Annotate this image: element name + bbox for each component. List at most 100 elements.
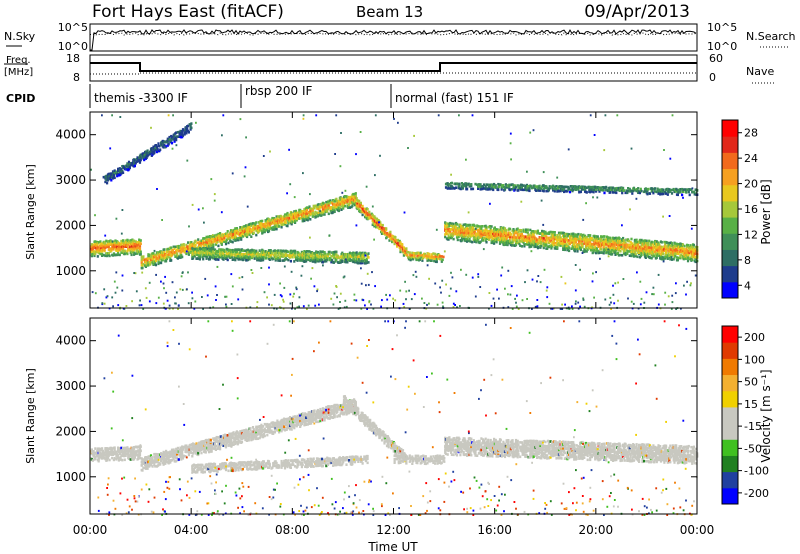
- echo-cell: [357, 206, 360, 210]
- noise-cell: [645, 291, 648, 294]
- noise-cell: [134, 272, 137, 275]
- noise-cell: [582, 297, 585, 300]
- echo-cell: [450, 222, 453, 225]
- echo-cell: [460, 231, 464, 234]
- echo-cell: [294, 209, 298, 213]
- noise-cell: [355, 299, 358, 302]
- echo-cell: [469, 231, 472, 235]
- echo-cell: [498, 242, 502, 245]
- echo-cell: [130, 163, 133, 167]
- noise-cell: [279, 282, 281, 285]
- echo-cell: [467, 239, 470, 243]
- echo-cell: [248, 233, 251, 237]
- echo-cell: [104, 242, 107, 245]
- echo-cell: [367, 252, 370, 255]
- echo-cell: [315, 207, 319, 210]
- echo-cell: [221, 248, 224, 251]
- echo-cell: [106, 254, 109, 258]
- echo-cell: [469, 235, 472, 238]
- echo-cell: [227, 241, 230, 245]
- echo-cell: [271, 228, 274, 231]
- echo-cell: [396, 242, 400, 245]
- echo-cell: [500, 186, 503, 189]
- echo-cell: [353, 251, 357, 255]
- noise-cell: [532, 129, 535, 132]
- noise-cell: [379, 154, 381, 157]
- noise-cell: [360, 307, 363, 310]
- noise-cell: [514, 297, 516, 300]
- echo-cell: [510, 188, 513, 191]
- noise-cell: [526, 298, 528, 300]
- echo-cell: [504, 239, 507, 242]
- echo-cell: [592, 250, 595, 254]
- noise-cell: [575, 300, 577, 303]
- echo-cell: [133, 252, 136, 255]
- echo-cell: [117, 169, 120, 173]
- freq-label-line2: [MHz]: [4, 67, 33, 78]
- echo-cell: [544, 238, 547, 242]
- echo-cell: [185, 131, 188, 135]
- echo-cell: [676, 193, 679, 197]
- echo-cell: [630, 254, 633, 258]
- echo-cell: [500, 228, 503, 232]
- echo-cell: [441, 258, 444, 262]
- echo-cell: [200, 241, 203, 245]
- noise-cell: [260, 267, 263, 269]
- noise-cell: [339, 165, 342, 168]
- nsky-label: N.Sky: [4, 30, 36, 43]
- echo-cell: [680, 253, 683, 257]
- echo-cell: [534, 230, 537, 233]
- echo-cell: [348, 203, 351, 207]
- echo-cell: [658, 252, 661, 256]
- echo-cell: [246, 248, 249, 252]
- echo-cell: [307, 216, 310, 220]
- echo-cell: [169, 140, 172, 144]
- echo-cell: [685, 257, 688, 260]
- noise-cell: [526, 170, 528, 173]
- echo-cell: [545, 235, 548, 238]
- echo-cell: [580, 188, 583, 191]
- echo-cell: [616, 188, 620, 192]
- echo-cell: [208, 247, 212, 251]
- echo-cell: [694, 260, 697, 264]
- echo-cell: [511, 229, 514, 233]
- echo-cell: [654, 190, 657, 193]
- echo-cell: [251, 230, 254, 233]
- noise-cell: [434, 282, 437, 285]
- echo-cell: [392, 237, 395, 241]
- echo-cell: [520, 229, 523, 232]
- echo-cell: [212, 243, 215, 247]
- echo-cell: [287, 250, 290, 254]
- echo-cell: [132, 241, 135, 244]
- echo-cell: [536, 240, 539, 243]
- echo-cell: [329, 199, 332, 202]
- echo-cell: [524, 239, 527, 242]
- echo-cell: [446, 227, 449, 231]
- noise-cell: [104, 234, 107, 237]
- noise-cell: [612, 293, 615, 296]
- echo-cell: [208, 257, 212, 261]
- noise-cell: [477, 275, 480, 278]
- echo-cell: [278, 259, 281, 262]
- nave-tick-bottom: 0: [709, 71, 716, 84]
- echo-cell: [149, 151, 153, 155]
- echo-cell: [624, 252, 627, 255]
- echo-cell: [277, 259, 280, 262]
- echo-cell: [675, 244, 678, 248]
- echo-cell: [237, 238, 240, 242]
- echo-cell: [690, 250, 693, 253]
- echo-cell: [90, 243, 93, 246]
- echo-cell: [283, 213, 287, 216]
- echo-cell: [447, 234, 450, 238]
- echo-cell: [107, 251, 110, 255]
- echo-cell: [461, 183, 464, 186]
- echo-cell: [482, 236, 486, 240]
- echo-cell: [277, 256, 280, 260]
- echo-cell: [614, 253, 617, 256]
- echo-cell: [258, 253, 261, 257]
- echo-cell: [150, 147, 153, 150]
- echo-cell: [155, 145, 158, 149]
- noise-cell: [225, 295, 228, 298]
- echo-cell: [474, 237, 477, 240]
- echo-cell: [571, 246, 574, 250]
